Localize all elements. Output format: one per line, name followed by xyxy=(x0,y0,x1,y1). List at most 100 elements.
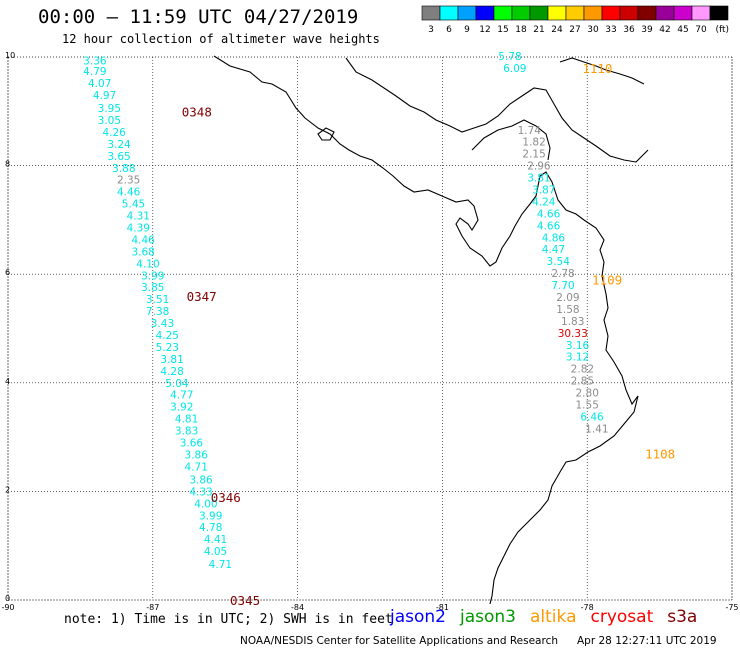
map-frame xyxy=(7,56,733,601)
map-subtitle: 12 hour collection of altimeter wave hei… xyxy=(62,32,380,46)
legend-unit-label: (ft) xyxy=(715,25,729,35)
pass-time-label: 1108 xyxy=(645,446,675,461)
legend-bin-label: 21 xyxy=(533,25,544,35)
swh-value: 4.39 xyxy=(127,223,150,235)
units-note: note: 1) Time is in UTC; 2) SWH is in fe… xyxy=(64,612,393,627)
cocos-island xyxy=(317,127,335,141)
swh-value: 4.41 xyxy=(204,534,227,546)
legend-bin-label: 39 xyxy=(641,25,653,35)
lat-tick-label: 2 xyxy=(5,485,10,494)
lat-lon-grid xyxy=(7,56,733,601)
lat-tick-label: 0 xyxy=(5,594,10,603)
swh-value: 3.86 xyxy=(189,474,213,486)
swh-value: 3.95 xyxy=(98,103,121,115)
swh-value: 4.00 xyxy=(194,498,217,510)
swh-value: 3.81 xyxy=(527,173,550,185)
swh-value: 5.78 xyxy=(498,51,521,63)
swh-value: 30.33 xyxy=(558,328,588,340)
axis-labels: -90 -87 -84 -81 -78 -75 10 8 6 4 2 0 xyxy=(1,51,738,612)
swh-value: 4.26 xyxy=(102,127,126,139)
gulf-of-panama-coast xyxy=(471,119,551,161)
pass-time-label: 0348 xyxy=(182,104,212,119)
swh-value: 4.46 xyxy=(131,234,155,246)
lat-tick-label: 4 xyxy=(5,377,10,386)
lon-tick-label: -87 xyxy=(146,603,159,612)
swh-value: 3.65 xyxy=(107,151,130,163)
swh-value: 4.24 xyxy=(532,196,556,208)
legend-bin-label: 45 xyxy=(677,25,688,35)
legend-bin-label: 9 xyxy=(464,25,470,35)
legend-bin-label: 3 xyxy=(428,25,434,35)
satellite-s3a: s3a xyxy=(667,607,698,627)
swh-value: 4.81 xyxy=(175,414,198,426)
swh-value: 4.79 xyxy=(83,66,106,78)
legend-bin-label: 36 xyxy=(623,25,635,35)
swh-value: 1.41 xyxy=(585,423,608,435)
swh-value: 3.68 xyxy=(131,246,154,258)
swh-value: 6.09 xyxy=(503,63,526,75)
swh-value: 4.28 xyxy=(160,366,183,378)
swh-value: 3.99 xyxy=(199,510,222,522)
swh-value: 3.66 xyxy=(180,438,204,450)
swh-value: 4.78 xyxy=(199,522,222,534)
swh-value: 1.55 xyxy=(576,400,599,412)
coastline xyxy=(213,55,649,605)
swh-value: 4.97 xyxy=(93,90,116,102)
swh-value: 2.85 xyxy=(571,376,594,388)
northeast-coast xyxy=(559,57,645,85)
satellite-cryosat: cryosat xyxy=(590,607,654,627)
swh-value: 4.10 xyxy=(136,258,159,270)
legend-bin-label: 12 xyxy=(479,25,490,35)
legend-bin-label: 18 xyxy=(515,25,527,35)
legend-bin-label: 6 xyxy=(446,25,452,35)
lon-tick-label: -78 xyxy=(581,603,594,612)
swh-value: 2.35 xyxy=(117,175,140,187)
swh-value: 3.36 xyxy=(83,55,107,67)
swh-value: 3.92 xyxy=(170,402,193,414)
swh-value: 1.58 xyxy=(556,304,579,316)
swh-value: 2.78 xyxy=(551,268,574,280)
lat-tick-label: 10 xyxy=(5,51,15,60)
legend-bin-label: 15 xyxy=(497,25,508,35)
swh-value: 3.16 xyxy=(566,340,590,352)
legend-bin-label: 70 xyxy=(695,25,707,35)
swh-value: 1.82 xyxy=(522,137,545,149)
swh-value: 4.66 xyxy=(537,220,561,232)
credit-line: NOAA/NESDIS Center for Satellite Applica… xyxy=(240,635,558,647)
legend-swatch xyxy=(709,5,729,21)
swh-value: 2.80 xyxy=(576,388,599,400)
swh-value: 3.12 xyxy=(566,352,589,364)
legend-bin-label: 24 xyxy=(551,25,563,35)
swh-value: 7.38 xyxy=(146,306,169,318)
swh-value: 1.83 xyxy=(561,316,584,328)
swh-value: 2.82 xyxy=(571,364,594,376)
swh-value: 4.71 xyxy=(185,461,208,473)
swh-value: 3.99 xyxy=(141,270,164,282)
satellite-jason2: jason2 xyxy=(390,607,446,627)
swh-value: 7.70 xyxy=(551,280,574,292)
swh-value: 3.05 xyxy=(98,115,121,127)
swh-value: 3.83 xyxy=(175,426,198,438)
lat-tick-label: 8 xyxy=(5,160,10,169)
pass-time-label: 0346 xyxy=(211,490,241,505)
swh-value: 3.85 xyxy=(141,282,164,294)
generated-timestamp: Apr 28 12:27:11 UTC 2019 xyxy=(577,635,717,647)
panama-north-coast xyxy=(345,57,649,163)
swh-observations: 3.364.794.074.973.953.054.263.243.653.88… xyxy=(83,51,608,571)
lat-tick-label: 6 xyxy=(5,268,10,277)
swh-value: 2.15 xyxy=(522,149,545,161)
lon-tick-label: -75 xyxy=(725,603,738,612)
legend-bin-label: 33 xyxy=(605,25,616,35)
lon-tick-label: -84 xyxy=(291,603,304,612)
legend-bin-label: 42 xyxy=(659,25,670,35)
swh-value: 3.43 xyxy=(151,318,174,330)
lon-tick-label: -90 xyxy=(1,603,14,612)
swh-value: 5.45 xyxy=(122,199,145,211)
swh-value: 3.24 xyxy=(107,139,131,151)
swh-value: 3.54 xyxy=(547,256,571,268)
swh-value: 4.33 xyxy=(189,486,212,498)
legend-bin-label: 27 xyxy=(569,25,580,35)
swh-value: 4.71 xyxy=(209,559,232,571)
swh-value: 3.86 xyxy=(185,449,209,461)
